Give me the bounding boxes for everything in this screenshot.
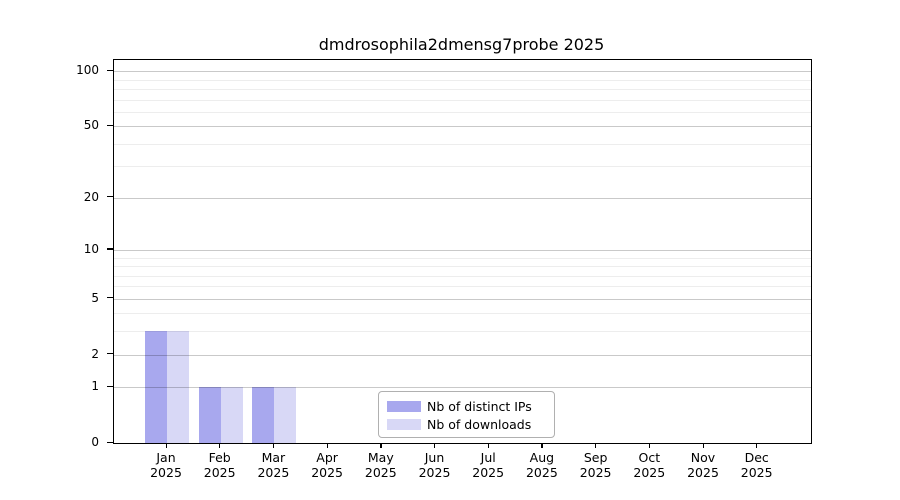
y-tick-label: 1 — [91, 379, 99, 394]
x-axis-tick — [219, 443, 221, 448]
x-axis-tick — [756, 443, 758, 448]
x-axis-tick — [326, 443, 328, 448]
gridline-minor — [114, 111, 811, 113]
x-tick-label: Feb 2025 — [203, 450, 236, 480]
bar-distinct-ips — [145, 331, 167, 443]
gridline-minor — [114, 79, 811, 81]
legend-item-distinct-ips: Nb of distinct IPs — [387, 398, 546, 414]
gridline-major — [114, 249, 811, 251]
y-axis-tick — [107, 353, 113, 355]
gridline-major — [114, 387, 811, 389]
x-axis-tick — [595, 443, 597, 448]
chart-title: dmdrosophila2dmensg7probe 2025 — [318, 35, 605, 54]
gridline-major — [114, 298, 811, 300]
x-axis-tick — [648, 443, 651, 448]
gridline-minor — [114, 266, 811, 267]
x-axis-tick — [165, 443, 167, 448]
x-tick-label: Oct 2025 — [633, 450, 666, 480]
y-tick-label: 2 — [91, 346, 99, 361]
plot-area: Nb of distinct IPs Nb of downloads — [113, 59, 812, 444]
legend-swatch-distinct-ips — [387, 400, 421, 412]
bar-downloads — [274, 387, 297, 443]
y-axis-tick — [107, 248, 113, 250]
y-tick-label: 20 — [83, 189, 99, 204]
gridline-minor — [114, 286, 811, 288]
y-tick-label: 5 — [91, 290, 99, 305]
legend-item-downloads: Nb of downloads — [387, 416, 546, 432]
x-tick-label: May 2025 — [364, 450, 397, 480]
x-axis-tick — [541, 443, 543, 448]
gridline-minor — [114, 88, 811, 90]
gridline-minor — [114, 143, 811, 145]
x-tick-label: Nov 2025 — [687, 450, 719, 480]
bar-distinct-ips — [198, 387, 221, 443]
gridline-major — [114, 354, 811, 356]
y-axis-tick — [107, 196, 113, 198]
gridline-minor — [114, 313, 811, 315]
x-tick-label: Dec 2025 — [740, 450, 773, 480]
x-axis-tick — [380, 443, 382, 448]
x-tick-label: Jul 2025 — [472, 450, 505, 480]
x-tick-label: Aug 2025 — [525, 450, 558, 480]
gridline-major — [114, 197, 811, 199]
y-axis-tick — [107, 441, 113, 443]
gridline-minor — [114, 275, 811, 277]
x-tick-label: Apr 2025 — [311, 450, 343, 480]
x-tick-label: Mar 2025 — [257, 450, 290, 480]
legend: Nb of distinct IPs Nb of downloads — [378, 391, 555, 438]
x-tick-label: Jan 2025 — [150, 450, 182, 480]
y-tick-label: 0 — [91, 435, 99, 449]
x-tick-label: Jun 2025 — [418, 450, 451, 480]
x-tick-label: Sep 2025 — [579, 450, 612, 480]
y-axis-tick — [107, 124, 113, 126]
gridline-minor — [114, 99, 811, 101]
y-axis-tick — [107, 297, 113, 299]
x-axis-tick — [434, 443, 436, 448]
y-axis-tick — [107, 385, 113, 387]
gridline-minor — [114, 166, 811, 168]
gridline-minor — [114, 257, 811, 259]
y-tick-label: 10 — [83, 241, 99, 256]
x-axis-tick — [487, 443, 489, 448]
y-tick-label: 50 — [83, 118, 99, 133]
bar-distinct-ips — [252, 387, 275, 443]
x-axis-tick — [702, 443, 704, 448]
y-tick-label: 100 — [76, 63, 99, 78]
gridline-minor — [114, 331, 811, 333]
legend-swatch-downloads — [387, 418, 421, 430]
gridline-major — [114, 126, 811, 128]
y-axis-tick — [107, 69, 113, 71]
gridline-major — [114, 71, 811, 73]
bar-downloads — [220, 387, 243, 443]
legend-label-distinct-ips: Nb of distinct IPs — [427, 398, 532, 414]
legend-label-downloads: Nb of downloads — [427, 416, 532, 432]
x-axis-tick — [272, 443, 275, 448]
bar-downloads — [167, 331, 189, 443]
